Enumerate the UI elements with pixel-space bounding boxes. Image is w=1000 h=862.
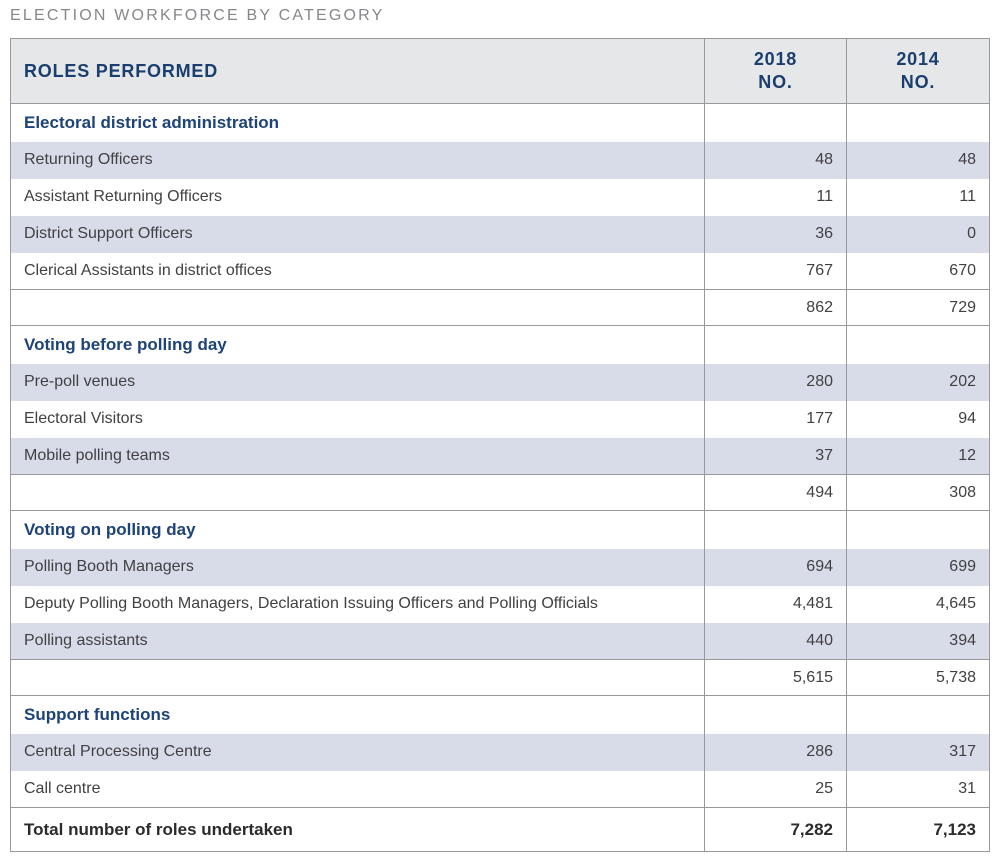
- role-cell: Returning Officers: [10, 141, 705, 179]
- value-2014-cell: [846, 695, 990, 734]
- subtotal-row: 862 729: [10, 289, 990, 326]
- value-2018-cell: 286: [704, 733, 847, 771]
- column-header-2014-unit: NO.: [900, 72, 936, 92]
- role-cell: Mobile polling teams: [10, 437, 705, 475]
- value-2014-cell: 12: [846, 437, 990, 475]
- data-row: Returning Officers 48 48: [10, 141, 990, 179]
- data-row: Deputy Polling Booth Managers, Declarati…: [10, 585, 990, 623]
- data-row: Call centre 25 31: [10, 770, 990, 808]
- column-header-roles: ROLES PERFORMED: [10, 38, 705, 104]
- value-2018-cell: [704, 510, 847, 549]
- subtotal-row: 494 308: [10, 474, 990, 511]
- section-row: Electoral district administration: [10, 103, 990, 142]
- subtotal-row: 5,615 5,738: [10, 659, 990, 696]
- value-2014-cell: 4,645: [846, 585, 990, 623]
- workforce-table: ROLES PERFORMED 2018 NO. 2014 NO. Electo…: [10, 38, 990, 852]
- data-row: Pre-poll venues 280 202: [10, 363, 990, 401]
- value-2018-cell: 25: [704, 770, 847, 808]
- value-2018-cell: 177: [704, 400, 847, 438]
- role-cell: Polling Booth Managers: [10, 548, 705, 586]
- header-row: ROLES PERFORMED 2018 NO. 2014 NO.: [10, 38, 990, 104]
- table-body: Electoral district administration Returni…: [10, 103, 990, 852]
- value-2018-cell: 48: [704, 141, 847, 179]
- role-cell: Clerical Assistants in district offices: [10, 252, 705, 290]
- value-2014-cell: 729: [846, 289, 990, 326]
- role-cell: Voting before polling day: [10, 325, 705, 364]
- role-cell: [10, 474, 705, 511]
- value-2018-cell: 862: [704, 289, 847, 326]
- value-2014-cell: 308: [846, 474, 990, 511]
- role-cell: Support functions: [10, 695, 705, 734]
- value-2018-cell: 4,481: [704, 585, 847, 623]
- role-cell: District Support Officers: [10, 215, 705, 253]
- total-row: Total number of roles undertaken 7,282 7,1…: [10, 807, 990, 852]
- section-row: Voting on polling day: [10, 510, 990, 549]
- column-header-2018-year: 2018: [753, 48, 798, 69]
- data-row: Polling Booth Managers 694 699: [10, 548, 990, 586]
- value-2014-cell: [846, 325, 990, 364]
- value-2018-cell: 494: [704, 474, 847, 511]
- value-2014-cell: 48: [846, 141, 990, 179]
- role-cell: Pre-poll venues: [10, 363, 705, 401]
- value-2014-cell: 7,123: [846, 807, 990, 852]
- data-row: Mobile polling teams 37 12: [10, 437, 990, 475]
- value-2014-cell: [846, 510, 990, 549]
- section-row: Support functions: [10, 695, 990, 734]
- figure-title: ELECTION WORKFORCE BY CATEGORY: [10, 7, 385, 24]
- value-2018-cell: 7,282: [704, 807, 847, 852]
- data-row: District Support Officers 36 0: [10, 215, 990, 253]
- column-header-2014-year: 2014: [896, 48, 940, 69]
- data-row: Polling assistants 440 394: [10, 622, 990, 660]
- data-row: Central Processing Centre 286 317: [10, 733, 990, 771]
- role-cell: Polling assistants: [10, 622, 705, 660]
- role-cell: Electoral Visitors: [10, 400, 705, 438]
- value-2014-cell: 0: [846, 215, 990, 253]
- value-2014-cell: 31: [846, 770, 990, 808]
- role-cell: Call centre: [10, 770, 705, 808]
- column-header-2018-unit: NO.: [758, 72, 793, 92]
- value-2014-cell: 5,738: [846, 659, 990, 696]
- value-2014-cell: 317: [846, 733, 990, 771]
- value-2018-cell: 280: [704, 363, 847, 401]
- value-2014-cell: 94: [846, 400, 990, 438]
- value-2018-cell: 37: [704, 437, 847, 475]
- value-2018-cell: 36: [704, 215, 847, 253]
- value-2014-cell: [846, 103, 990, 142]
- column-header-2014: 2014 NO.: [846, 38, 990, 104]
- section-row: Voting before polling day: [10, 325, 990, 364]
- value-2014-cell: 202: [846, 363, 990, 401]
- role-cell: Central Processing Centre: [10, 733, 705, 771]
- role-cell: Deputy Polling Booth Managers, Declarati…: [10, 585, 705, 623]
- role-cell: [10, 659, 705, 696]
- data-row: Electoral Visitors 177 94: [10, 400, 990, 438]
- data-row: Clerical Assistants in district offices 7…: [10, 252, 990, 290]
- value-2014-cell: 394: [846, 622, 990, 660]
- value-2018-cell: [704, 695, 847, 734]
- value-2014-cell: 11: [846, 178, 990, 216]
- value-2014-cell: 699: [846, 548, 990, 586]
- role-cell: Electoral district administration: [10, 103, 705, 142]
- role-cell: Voting on polling day: [10, 510, 705, 549]
- role-cell: Assistant Returning Officers: [10, 178, 705, 216]
- role-cell: [10, 289, 705, 326]
- value-2018-cell: 5,615: [704, 659, 847, 696]
- role-cell: Total number of roles undertaken: [10, 807, 705, 852]
- value-2018-cell: 767: [704, 252, 847, 290]
- column-header-2018: 2018 NO.: [704, 38, 847, 104]
- value-2018-cell: [704, 325, 847, 364]
- value-2018-cell: 440: [704, 622, 847, 660]
- table-header: ROLES PERFORMED 2018 NO. 2014 NO.: [10, 38, 990, 104]
- value-2018-cell: 11: [704, 178, 847, 216]
- data-row: Assistant Returning Officers 11 11: [10, 178, 990, 216]
- value-2018-cell: [704, 103, 847, 142]
- value-2014-cell: 670: [846, 252, 990, 290]
- value-2018-cell: 694: [704, 548, 847, 586]
